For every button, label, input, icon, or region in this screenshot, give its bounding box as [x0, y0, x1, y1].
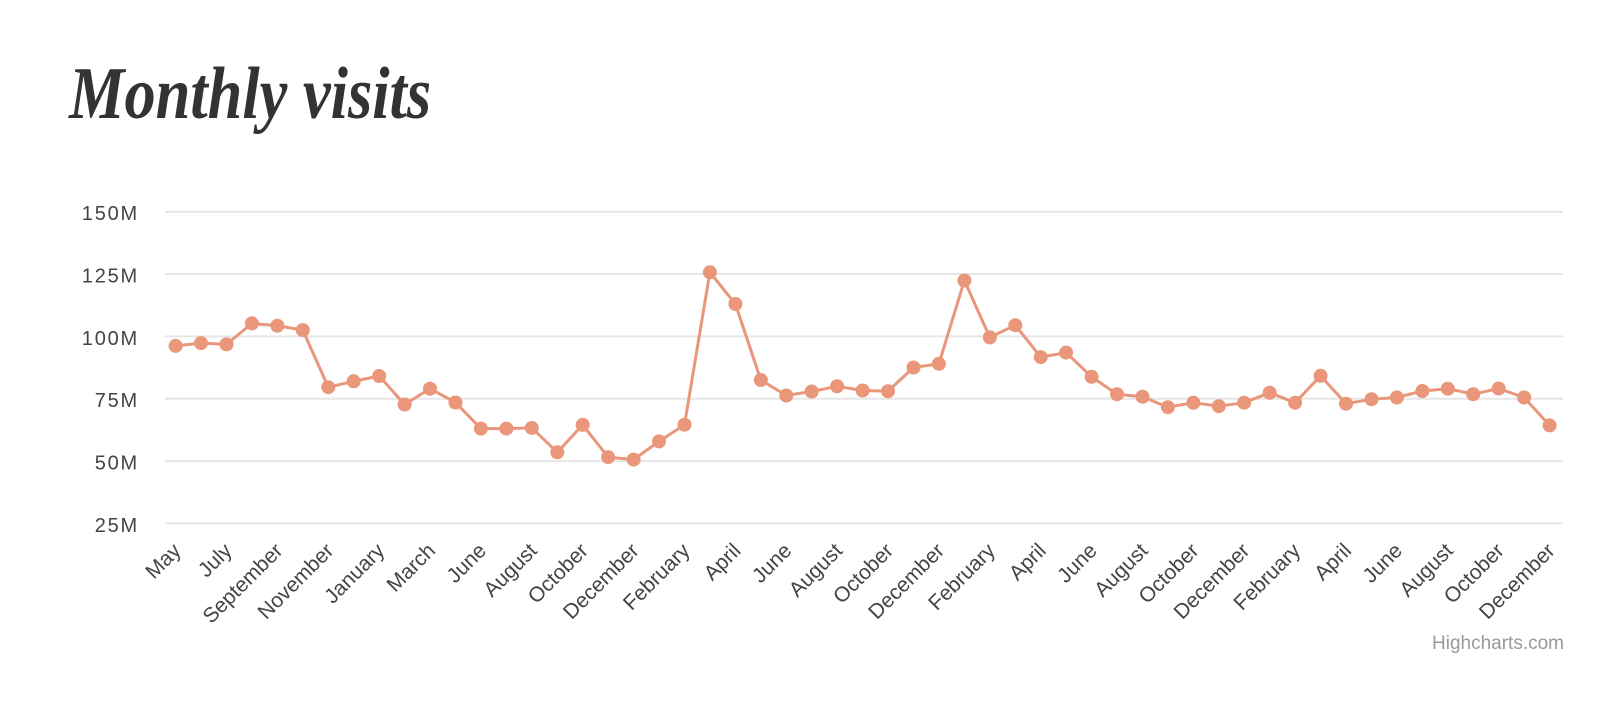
svg-text:25M: 25M: [95, 515, 139, 537]
svg-text:100M: 100M: [82, 328, 139, 350]
svg-text:75M: 75M: [95, 390, 139, 412]
svg-text:150M: 150M: [82, 203, 139, 225]
svg-text:50M: 50M: [95, 453, 139, 475]
svg-text:Monthly visits: Monthly visits: [68, 52, 431, 134]
svg-text:Highcharts.com: Highcharts.com: [1432, 633, 1564, 654]
svg-text:125M: 125M: [82, 266, 139, 288]
